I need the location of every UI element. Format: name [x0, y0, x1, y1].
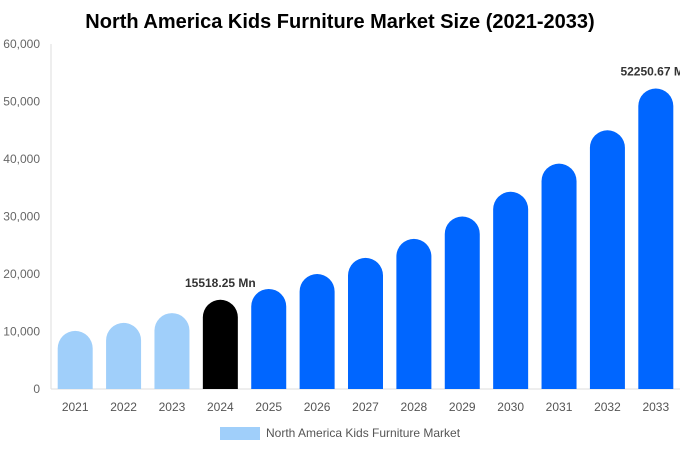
bars: [57, 88, 674, 390]
data-label: 52250.67 Mn: [620, 65, 680, 79]
x-tick-label: 2025: [255, 400, 282, 414]
chart-title: North America Kids Furniture Market Size…: [85, 11, 594, 33]
x-tick-label: 2032: [594, 400, 621, 414]
bar-2027[interactable]: [348, 257, 383, 389]
y-tick-label: 60,000: [3, 37, 40, 51]
y-axis: 0 10,000 20,000 30,000 40,000 50,000 60,000: [3, 37, 52, 396]
x-tick-label: 2027: [352, 400, 379, 414]
bar-2030[interactable]: [493, 191, 529, 389]
bar-2023[interactable]: [154, 313, 190, 389]
bar-2031[interactable]: [541, 163, 577, 389]
x-tick-label: 2029: [449, 400, 476, 414]
bar-2024[interactable]: [202, 299, 238, 389]
bar-2028[interactable]: [396, 238, 432, 389]
x-tick-label: 2028: [401, 400, 428, 414]
bar-2025[interactable]: [251, 288, 287, 389]
y-tick-label: 10,000: [3, 325, 40, 339]
x-tick-label: 2031: [546, 400, 573, 414]
bar-2026[interactable]: [299, 274, 335, 389]
y-tick-label: 50,000: [3, 95, 40, 109]
bar-2029[interactable]: [444, 216, 480, 390]
y-tick-label: 0: [33, 382, 40, 396]
bar-2022[interactable]: [106, 322, 142, 389]
x-tick-label: 2026: [304, 400, 331, 414]
bar-2032[interactable]: [589, 130, 625, 389]
x-tick-label: 2023: [159, 400, 186, 414]
x-tick-label: 2022: [110, 400, 137, 414]
data-labels: 15518.25 Mn 52250.67 Mn: [185, 65, 680, 290]
x-tick-label: 2024: [207, 400, 234, 414]
bar-2033[interactable]: [638, 88, 674, 389]
x-tick-label: 2030: [497, 400, 524, 414]
bar-2021[interactable]: [57, 330, 93, 389]
y-tick-label: 30,000: [3, 210, 40, 224]
data-label: 15518.25 Mn: [185, 276, 256, 290]
y-tick-label: 40,000: [3, 152, 40, 166]
y-tick-label: 20,000: [3, 267, 40, 281]
x-tick-label: 2033: [642, 400, 669, 414]
legend-label: North America Kids Furniture Market: [266, 426, 461, 440]
legend: North America Kids Furniture Market: [220, 426, 461, 440]
legend-swatch: [220, 427, 260, 440]
x-axis: 2021 2022 2023 2024 2025 2026 2027 2028 2029 2030…: [51, 388, 680, 414]
x-tick-label: 2021: [62, 400, 89, 414]
